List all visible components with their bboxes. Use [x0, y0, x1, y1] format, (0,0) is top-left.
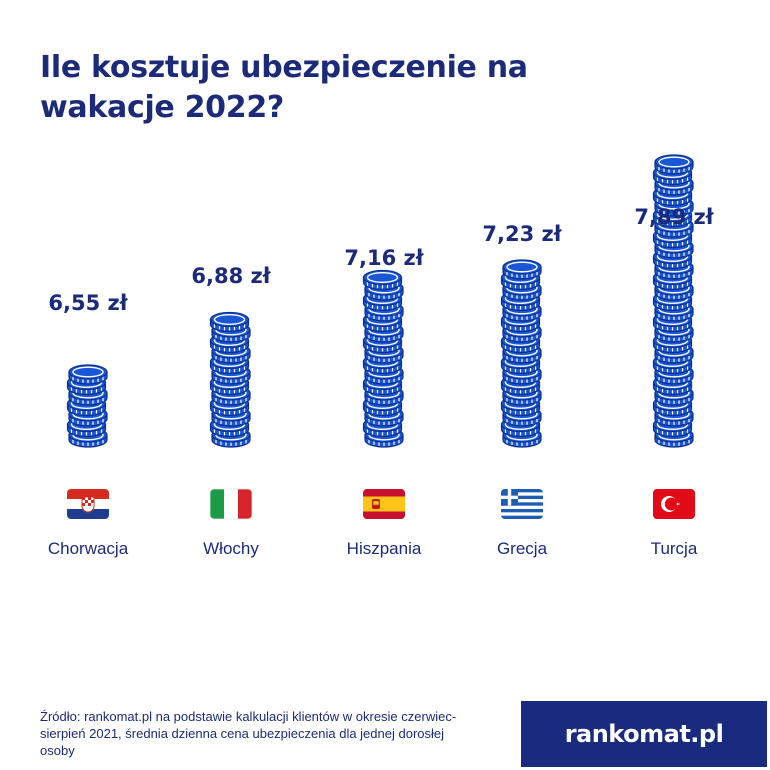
coin [654, 154, 694, 175]
value-label-hiszpania: 7,16 zł [344, 246, 424, 270]
coin-stack-hiszpania [362, 269, 404, 448]
value-label-turcja: 7,89 zł [634, 205, 714, 229]
coin [362, 269, 403, 291]
turkey-flag [653, 489, 695, 519]
category-label-chorwacja: Chorwacja [48, 539, 129, 558]
value-label-grecja: 7,23 zł [482, 222, 562, 246]
value-label-chorwacja: 6,55 zł [48, 291, 128, 315]
brand-logo: rankomat.pl [521, 701, 767, 767]
category-label-wlochy: Włochy [203, 539, 259, 558]
page-title: Ile kosztuje ubezpieczenie na wakacje 20… [40, 50, 528, 125]
coin [68, 364, 108, 385]
source-note: Źródło: rankomat.pl na podstawie kalkula… [40, 709, 457, 758]
coin-stack-turcja [652, 154, 694, 448]
category-label-turcja: Turcja [651, 539, 698, 558]
coin-stack-chorwacja [66, 364, 108, 448]
spain-flag [363, 489, 405, 519]
coin [209, 311, 250, 333]
brand-logo-text: rankomat.pl [564, 720, 724, 748]
coin-stack-grecja [500, 259, 542, 448]
value-label-wlochy: 6,88 zł [191, 264, 271, 288]
greece-flag [501, 489, 543, 519]
category-label-hiszpania: Hiszpania [347, 539, 422, 558]
croatia-flag [67, 489, 109, 519]
coin-stack-chart: 6,55 zł 6,88 zł 7,16 zł 7,23 zł 7,89 zł … [48, 154, 715, 558]
italy-flag [209, 488, 253, 520]
coin-stack-wlochy [209, 311, 251, 448]
category-label-grecja: Grecja [497, 539, 548, 558]
coin [502, 259, 542, 280]
